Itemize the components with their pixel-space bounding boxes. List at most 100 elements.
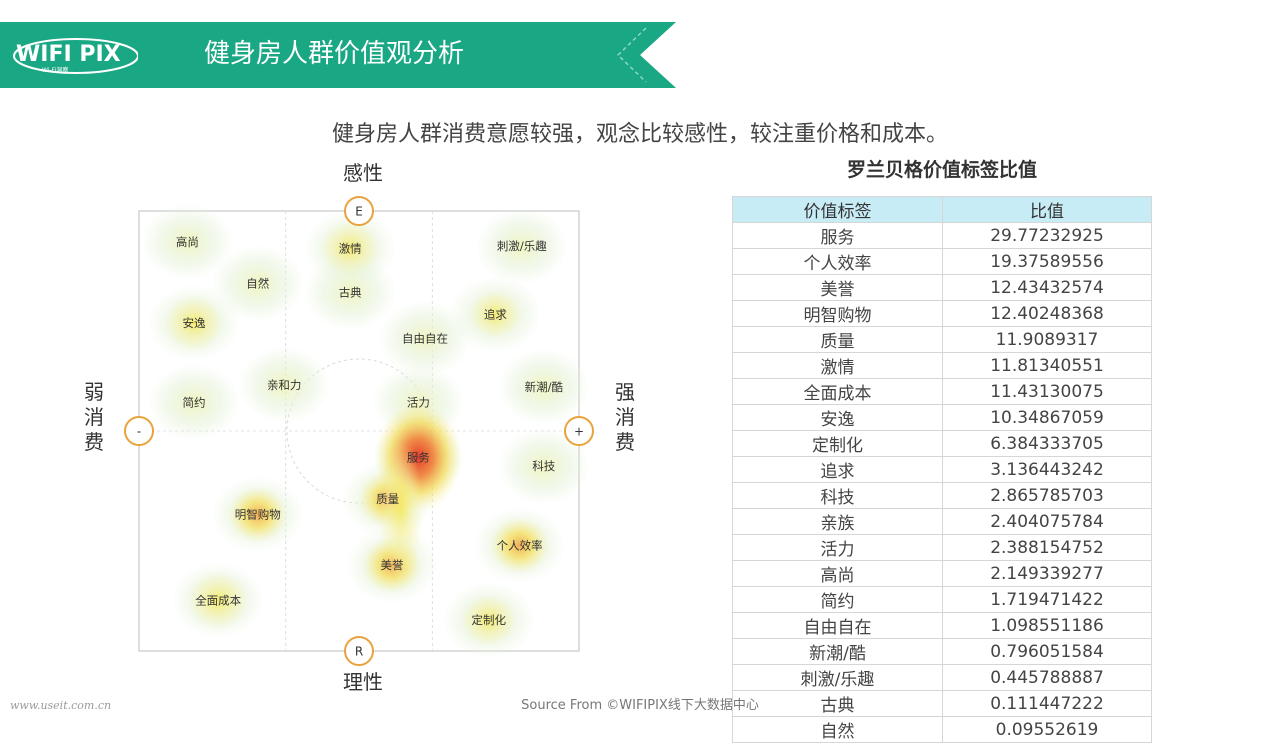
table-row: 简约 1.719471422	[732, 586, 1152, 613]
marker-bottom: R	[344, 636, 374, 666]
cell-label: 美誉	[732, 274, 943, 301]
cell-label: 科技	[732, 482, 943, 509]
point-label: 高尚	[176, 235, 199, 249]
point-label: 亲和力	[267, 378, 302, 392]
cell-label: 个人效率	[732, 248, 943, 275]
point-label: 自由自在	[402, 332, 448, 346]
heat-halo	[379, 300, 471, 377]
table-row: 明智购物 12.40248368	[732, 300, 1152, 327]
table-row: 自然 0.09552619	[732, 716, 1152, 743]
value-ratio-table: 价值标签 比值 服务 29.77232925 个人效率 19.37589556 美誉 12…	[732, 196, 1152, 743]
cell-value: 19.37589556	[942, 248, 1152, 275]
point-label: 明智购物	[235, 508, 281, 522]
heat-spot	[462, 594, 516, 646]
heat-halo	[475, 208, 568, 285]
cell-value: 1.098551186	[942, 612, 1152, 639]
table-row: 刺激/乐趣 0.445788887	[732, 664, 1152, 691]
table-row: 定制化 6.384333705	[732, 430, 1152, 457]
axis-label-right-text: 强消费	[615, 380, 635, 454]
marker-bottom-text: R	[355, 645, 363, 659]
cell-label: 明智购物	[732, 300, 943, 327]
cell-label: 高尚	[732, 560, 943, 587]
cell-value: 29.77232925	[942, 222, 1152, 249]
cell-value: 2.149339277	[942, 560, 1152, 587]
heat-halo	[238, 346, 331, 423]
point-label: 定制化	[472, 613, 507, 627]
slide-subtitle: 健身房人群消费意愿较强，观念比较感性，较注重价格和成本。	[331, 122, 948, 147]
heat-halo	[497, 428, 590, 505]
table-row: 古典 0.111447222	[732, 690, 1152, 717]
heat-halo	[148, 364, 240, 441]
wifipix-logo: WIFI PIX Wi-Fi洞察	[13, 38, 138, 74]
table-row: 追求 3.136443242	[732, 456, 1152, 483]
cell-value: 2.388154752	[942, 534, 1152, 561]
point-label: 活力	[407, 395, 430, 409]
axis-label-bottom: 理性	[343, 670, 383, 694]
cell-label: 刺激/乐趣	[732, 664, 943, 691]
axis-label-top: 感性	[343, 161, 383, 185]
cell-value: 2.865785703	[942, 482, 1152, 509]
value-map: 感性 理性 弱消费 强消费 高尚 激情 刺激/乐趣自然古典安逸 追求自由自在亲和力 新潮…	[0, 150, 700, 700]
cell-label: 活力	[732, 534, 943, 561]
point-label: 个人效率	[497, 538, 543, 552]
heat-halo	[211, 245, 304, 322]
cell-label: 自由自在	[732, 612, 943, 639]
table-row: 全面成本 11.43130075	[732, 378, 1152, 405]
point-label: 新潮/酷	[525, 380, 564, 394]
cell-value: 3.136443242	[942, 456, 1152, 483]
point-label: 古典	[339, 285, 362, 299]
cell-label: 新潮/酷	[732, 638, 943, 665]
marker-top-text: E	[355, 205, 363, 219]
axis-label-left: 弱消费	[80, 380, 108, 455]
cell-value: 10.34867059	[942, 404, 1152, 431]
cell-label: 定制化	[732, 430, 943, 457]
column-header-value: 比值	[942, 196, 1152, 223]
logo-subtext: Wi-Fi洞察	[42, 66, 68, 74]
cell-value: 12.40248368	[942, 300, 1152, 327]
heat-spot	[470, 290, 521, 339]
cell-label: 自然	[732, 716, 943, 743]
heat-spot	[188, 571, 249, 629]
point-label: 安逸	[183, 316, 206, 330]
heat-halo	[497, 349, 590, 425]
point-label: 美誉	[381, 558, 404, 572]
cell-value: 11.43130075	[942, 378, 1152, 405]
cell-label: 追求	[732, 456, 943, 483]
cell-value: 2.404075784	[942, 508, 1152, 535]
axis-label-right: 强消费	[611, 380, 639, 455]
cell-value: 12.43432574	[942, 274, 1152, 301]
point-label: 追求	[484, 307, 507, 321]
cell-label: 服务	[732, 222, 943, 249]
heat-spot	[489, 516, 550, 574]
point-label: 服务	[407, 450, 430, 464]
point-label: 刺激/乐趣	[497, 239, 547, 253]
heat-band	[378, 440, 423, 581]
cell-value: 11.81340551	[942, 352, 1152, 379]
source-note: Source From ©WIFIPIX线下大数据中心	[521, 698, 759, 713]
column-header-label: 价值标签	[732, 196, 943, 223]
table-row: 美誉 12.43432574	[732, 274, 1152, 301]
cell-value: 0.796051584	[942, 638, 1152, 665]
heat-halo	[141, 203, 234, 280]
cell-label: 亲族	[732, 508, 943, 535]
heat-spot	[227, 486, 288, 544]
table-row: 新潮/酷 0.796051584	[732, 638, 1152, 665]
marker-left-text: -	[137, 425, 141, 439]
point-label: 激情	[339, 241, 362, 255]
page-title: 健身房人群价值观分析	[204, 39, 465, 69]
point-label: 自然	[246, 277, 269, 291]
table-title: 罗兰贝格价值标签比值	[846, 159, 1037, 181]
marker-right: +	[564, 416, 594, 446]
cell-label: 古典	[732, 690, 943, 717]
table-row: 高尚 2.149339277	[732, 560, 1152, 587]
heat-spot	[321, 220, 380, 277]
point-label: 科技	[532, 459, 555, 473]
logo-text: WIFI PIX	[16, 42, 121, 67]
table-row: 活力 2.388154752	[732, 534, 1152, 561]
cell-value: 0.09552619	[942, 716, 1152, 743]
heat-spot	[164, 295, 224, 351]
cell-value: 0.445788887	[942, 664, 1152, 691]
cell-label: 简约	[732, 586, 943, 613]
table-header-row: 价值标签 比值	[732, 196, 1152, 223]
